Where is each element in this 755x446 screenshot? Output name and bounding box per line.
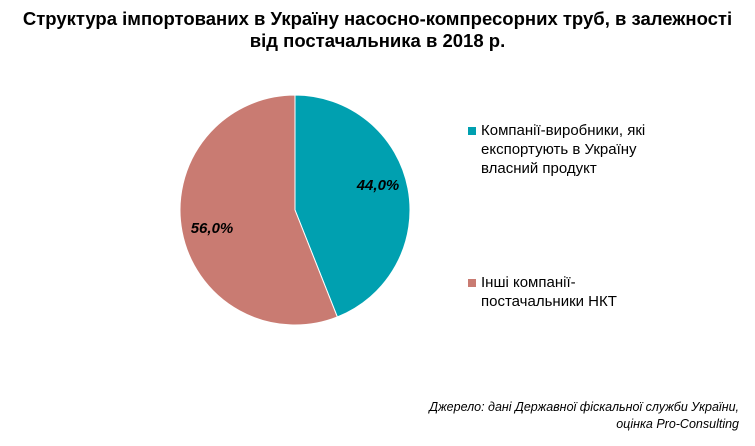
legend-label-manufacturers: Компанії-виробники, які експортують в Ук… — [481, 122, 646, 177]
legend-item-manufacturers: Компанії-виробники, які експортують в Ук… — [468, 121, 648, 178]
chart-title-line-2: від постачальника в 2018 р. — [249, 30, 506, 51]
data-label-manufacturers: 44,0% — [356, 177, 400, 194]
pie-slice-other-suppliers — [179, 94, 338, 326]
chart-title-line-1: Структура імпортованих в Україну насосно… — [22, 8, 733, 29]
legend-swatch-other-suppliers — [468, 279, 476, 287]
legend-label-other-suppliers: Інші компанії-постачальники НКТ — [481, 274, 617, 310]
legend-item-other-suppliers: Інші компанії-постачальники НКТ — [468, 273, 648, 311]
data-label-other-suppliers: 56,0% — [191, 220, 234, 237]
source-line-1: Джерело: дані Державної фіскальної служб… — [429, 400, 739, 414]
pie-slice-manufacturers — [294, 94, 411, 318]
legend-swatch-manufacturers — [468, 127, 476, 135]
source-note: Джерело: дані Державної фіскальної служб… — [319, 399, 739, 433]
chart-legend: Компанії-виробники, які експортують в Ук… — [468, 121, 648, 311]
chart-title: Структура імпортованих в Україну насосно… — [0, 8, 755, 52]
source-line-2: оцінка Pro-Consulting — [616, 417, 739, 431]
